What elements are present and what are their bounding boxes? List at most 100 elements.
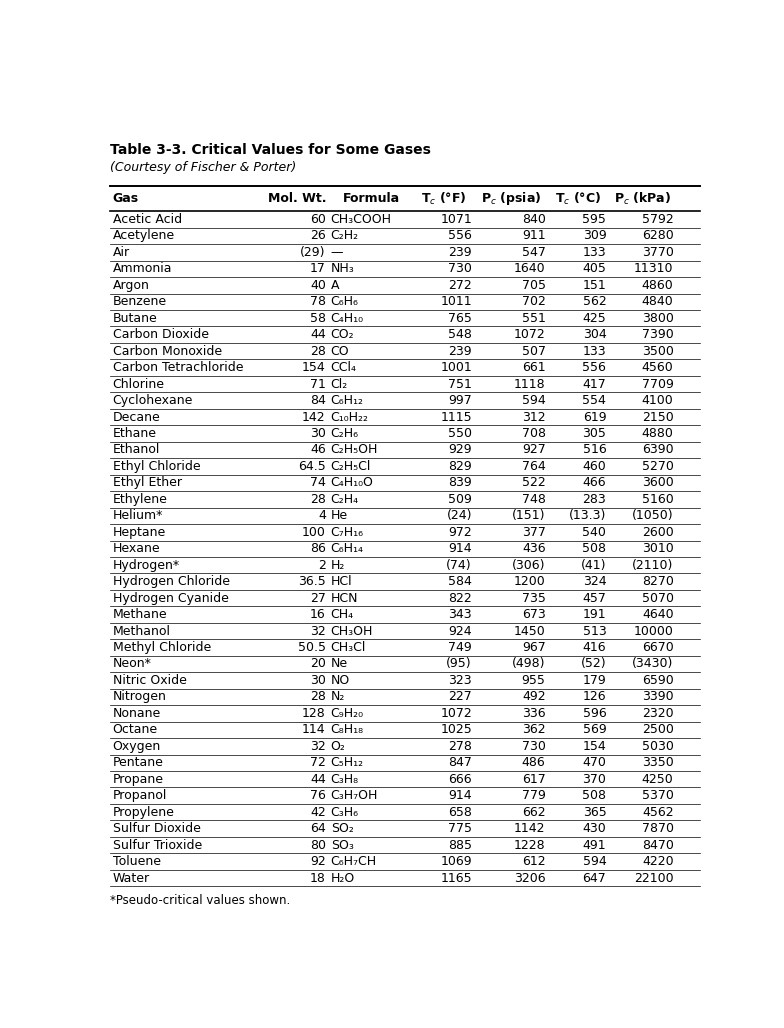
Text: 36.5: 36.5 bbox=[298, 576, 326, 588]
Text: 8270: 8270 bbox=[641, 576, 673, 588]
Text: 2600: 2600 bbox=[642, 525, 673, 539]
Text: 343: 343 bbox=[448, 609, 472, 621]
Text: 30: 30 bbox=[310, 674, 326, 687]
Text: Cyclohexane: Cyclohexane bbox=[113, 394, 193, 407]
Text: CCl₄: CCl₄ bbox=[331, 361, 357, 374]
Text: C₄H₁₀: C₄H₁₀ bbox=[331, 311, 364, 325]
Text: 377: 377 bbox=[521, 525, 546, 539]
Text: Hexane: Hexane bbox=[113, 542, 160, 555]
Text: C₂H₅OH: C₂H₅OH bbox=[331, 443, 378, 456]
Text: Butane: Butane bbox=[113, 311, 158, 325]
Text: Sulfur Trioxide: Sulfur Trioxide bbox=[113, 839, 201, 851]
Text: 1118: 1118 bbox=[514, 377, 546, 391]
Text: 2320: 2320 bbox=[642, 707, 673, 720]
Text: 40: 40 bbox=[310, 279, 326, 292]
Text: Octane: Octane bbox=[113, 724, 158, 736]
Text: 522: 522 bbox=[522, 476, 546, 489]
Text: 417: 417 bbox=[583, 377, 606, 391]
Text: NO: NO bbox=[331, 674, 350, 687]
Text: 6670: 6670 bbox=[642, 641, 673, 654]
Text: 584: 584 bbox=[448, 576, 472, 588]
Text: Gas: Gas bbox=[113, 192, 139, 205]
Text: 133: 133 bbox=[583, 246, 606, 259]
Text: 3770: 3770 bbox=[641, 246, 673, 259]
Text: 30: 30 bbox=[310, 427, 326, 440]
Text: Methyl Chloride: Methyl Chloride bbox=[113, 641, 211, 654]
Text: H₂O: H₂O bbox=[331, 872, 355, 884]
Text: 154: 154 bbox=[302, 361, 326, 374]
Text: 278: 278 bbox=[448, 740, 472, 752]
Text: HCN: HCN bbox=[331, 592, 358, 604]
Text: 486: 486 bbox=[522, 757, 546, 769]
Text: C₂H₂: C₂H₂ bbox=[331, 229, 359, 243]
Text: 548: 548 bbox=[448, 328, 472, 341]
Text: 460: 460 bbox=[583, 460, 606, 473]
Text: 28: 28 bbox=[310, 344, 326, 358]
Text: 594: 594 bbox=[522, 394, 546, 407]
Text: 11310: 11310 bbox=[634, 262, 673, 276]
Text: C₅H₁₂: C₅H₁₂ bbox=[331, 757, 364, 769]
Text: CH₃Cl: CH₃Cl bbox=[331, 641, 366, 654]
Text: Benzene: Benzene bbox=[113, 295, 167, 308]
Text: (52): (52) bbox=[581, 658, 606, 670]
Text: 508: 508 bbox=[583, 790, 606, 802]
Text: 765: 765 bbox=[448, 311, 472, 325]
Text: 5792: 5792 bbox=[642, 213, 673, 226]
Text: 324: 324 bbox=[583, 576, 606, 588]
Text: SO₂: SO₂ bbox=[331, 822, 354, 835]
Text: 4560: 4560 bbox=[642, 361, 673, 374]
Text: 550: 550 bbox=[448, 427, 472, 440]
Text: (3430): (3430) bbox=[632, 658, 673, 670]
Text: P$_c$ (psia): P$_c$ (psia) bbox=[481, 190, 542, 207]
Text: 662: 662 bbox=[522, 806, 546, 818]
Text: 751: 751 bbox=[448, 377, 472, 391]
Text: 4640: 4640 bbox=[642, 609, 673, 621]
Text: Nonane: Nonane bbox=[113, 707, 161, 720]
Text: 507: 507 bbox=[521, 344, 546, 358]
Text: Pentane: Pentane bbox=[113, 757, 163, 769]
Text: 509: 509 bbox=[448, 492, 472, 506]
Text: Table 3-3. Critical Values for Some Gases: Table 3-3. Critical Values for Some Gase… bbox=[110, 143, 431, 157]
Text: Ammonia: Ammonia bbox=[113, 262, 172, 276]
Text: 8470: 8470 bbox=[641, 839, 673, 851]
Text: 362: 362 bbox=[522, 724, 546, 736]
Text: 3010: 3010 bbox=[642, 542, 673, 555]
Text: 1011: 1011 bbox=[441, 295, 472, 308]
Text: 967: 967 bbox=[522, 641, 546, 654]
Text: Air: Air bbox=[113, 246, 129, 259]
Text: Ethylene: Ethylene bbox=[113, 492, 168, 506]
Text: 730: 730 bbox=[448, 262, 472, 276]
Text: 847: 847 bbox=[448, 757, 472, 769]
Text: 775: 775 bbox=[448, 822, 472, 835]
Text: 4250: 4250 bbox=[642, 773, 673, 785]
Text: 27: 27 bbox=[310, 592, 326, 604]
Text: 3800: 3800 bbox=[641, 311, 673, 325]
Text: (Courtesy of Fischer & Porter): (Courtesy of Fischer & Porter) bbox=[110, 160, 296, 174]
Text: 666: 666 bbox=[448, 773, 472, 785]
Text: CO: CO bbox=[331, 344, 350, 358]
Text: 42: 42 bbox=[310, 806, 326, 818]
Text: 7390: 7390 bbox=[642, 328, 673, 341]
Text: 540: 540 bbox=[583, 525, 606, 539]
Text: 3206: 3206 bbox=[514, 872, 546, 884]
Text: 5270: 5270 bbox=[641, 460, 673, 473]
Text: 924: 924 bbox=[448, 625, 472, 637]
Text: (151): (151) bbox=[512, 509, 546, 522]
Text: 647: 647 bbox=[583, 872, 606, 884]
Text: Ne: Ne bbox=[331, 658, 348, 670]
Text: 466: 466 bbox=[583, 476, 606, 489]
Text: (74): (74) bbox=[446, 558, 472, 572]
Text: 72: 72 bbox=[310, 757, 326, 769]
Text: Acetylene: Acetylene bbox=[113, 229, 175, 243]
Text: 3390: 3390 bbox=[642, 691, 673, 703]
Text: 911: 911 bbox=[522, 229, 546, 243]
Text: 705: 705 bbox=[521, 279, 546, 292]
Text: 885: 885 bbox=[448, 839, 472, 851]
Text: Decane: Decane bbox=[113, 410, 161, 424]
Text: Nitric Oxide: Nitric Oxide bbox=[113, 674, 187, 687]
Text: NH₃: NH₃ bbox=[331, 262, 354, 276]
Text: 227: 227 bbox=[448, 691, 472, 703]
Text: 5030: 5030 bbox=[641, 740, 673, 752]
Text: 133: 133 bbox=[583, 344, 606, 358]
Text: Methanol: Methanol bbox=[113, 625, 171, 637]
